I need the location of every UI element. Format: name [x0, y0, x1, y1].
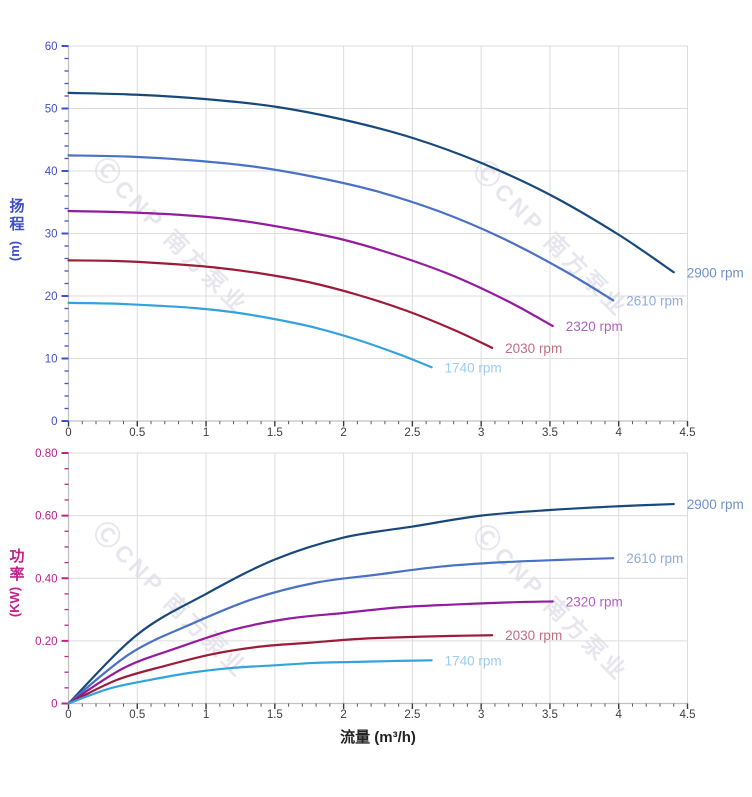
curve-label-2610-rpm: 2610 rpm: [626, 551, 683, 566]
svg-text:50: 50: [45, 104, 58, 116]
svg-text:0.5: 0.5: [129, 427, 145, 439]
svg-text:1: 1: [203, 709, 209, 721]
power-curves-curve-1740-rpm: [67, 659, 433, 705]
curve-label-2320-rpm: 2320 rpm: [566, 594, 623, 609]
svg-text:0.60: 0.60: [35, 511, 57, 523]
curve-label-2900-rpm: 2900 rpm: [687, 265, 744, 280]
head-curves-curve-2900-rpm: [67, 91, 675, 274]
flow-axis-title: 流量 (m³/h): [340, 729, 416, 746]
grid-lines: [68, 45, 688, 421]
head-curves-curve-2610-rpm: [67, 154, 615, 302]
svg-text:3: 3: [478, 709, 484, 721]
y-ticks: [61, 452, 69, 705]
head-curves-curve-2320-rpm: [67, 209, 554, 328]
y-tick-labels: 0 0.20 0.40 0.60 0.80: [35, 448, 57, 711]
svg-text:2: 2: [340, 709, 346, 721]
svg-text:1.5: 1.5: [267, 709, 283, 721]
svg-text:30: 30: [45, 229, 58, 241]
power-curves-curve-2610-rpm: [67, 557, 615, 705]
curve-label-2030-rpm: 2030 rpm: [505, 628, 562, 643]
svg-text:3.5: 3.5: [542, 709, 558, 721]
x-ticks: [67, 421, 689, 427]
svg-text:10: 10: [45, 354, 58, 366]
svg-text:4.5: 4.5: [680, 709, 696, 721]
curve-label-1740-rpm: 1740 rpm: [445, 360, 502, 375]
power-curves-curve-2030-rpm: [67, 634, 494, 705]
power-curves-chart: 0 0.5 1 1.5 2 2.5 3 3.5 4 4.5 0 0.20 0.40 0.60 0.80 290…: [35, 448, 744, 721]
head-curves-chart: 0 0.5 1 1.5 2 2.5 3 3.5 4 4.5 0 10 20 30 40 50 60 2900 rp…: [45, 41, 744, 439]
y-tick-labels: 0 10 20 30 40 50 60: [45, 41, 58, 428]
curve-label-1740-rpm: 1740 rpm: [445, 653, 502, 668]
svg-text:2: 2: [340, 427, 346, 439]
y-ticks: [61, 45, 69, 422]
svg-text:0: 0: [65, 427, 71, 439]
svg-text:1: 1: [203, 427, 209, 439]
svg-text:0: 0: [51, 416, 57, 428]
head-curves-curve-2030-rpm: [67, 259, 494, 349]
power-axis-unit: (KW): [7, 586, 22, 618]
svg-text:40: 40: [45, 166, 58, 178]
svg-text:0.5: 0.5: [129, 709, 145, 721]
svg-text:20: 20: [45, 291, 58, 303]
svg-text:1.5: 1.5: [267, 427, 283, 439]
head-curves-curve-1740-rpm: [67, 301, 433, 369]
svg-text:2.5: 2.5: [404, 709, 420, 721]
svg-text:0.80: 0.80: [35, 448, 57, 460]
x-ticks: [67, 703, 689, 709]
svg-text:0.20: 0.20: [35, 636, 57, 648]
curve-label-2610-rpm: 2610 rpm: [626, 293, 683, 308]
svg-text:2.5: 2.5: [404, 427, 420, 439]
svg-text:60: 60: [45, 41, 58, 53]
svg-text:0: 0: [51, 699, 57, 711]
svg-text:4: 4: [616, 709, 623, 721]
grid-lines: [68, 452, 688, 704]
svg-text:3.5: 3.5: [542, 427, 558, 439]
power-curves-curve-2320-rpm: [67, 600, 554, 705]
head-axis-unit: (m): [7, 240, 22, 262]
svg-text:4.5: 4.5: [680, 427, 696, 439]
curve-label-2030-rpm: 2030 rpm: [505, 341, 562, 356]
x-tick-labels: 0 0.5 1 1.5 2 2.5 3 3.5 4 4.5: [65, 709, 695, 721]
svg-text:0: 0: [65, 709, 71, 721]
curve-label-2900-rpm: 2900 rpm: [687, 497, 744, 512]
power-curves-curve-2900-rpm: [67, 502, 675, 705]
curve-label-2320-rpm: 2320 rpm: [566, 319, 623, 334]
svg-text:4: 4: [616, 427, 623, 439]
svg-text:3: 3: [478, 427, 484, 439]
power-axis-title: 功率: [9, 548, 25, 583]
head-axis-title: 扬程: [9, 198, 25, 233]
svg-text:0.40: 0.40: [35, 573, 57, 585]
x-tick-labels: 0 0.5 1 1.5 2 2.5 3 3.5 4 4.5: [65, 427, 695, 439]
